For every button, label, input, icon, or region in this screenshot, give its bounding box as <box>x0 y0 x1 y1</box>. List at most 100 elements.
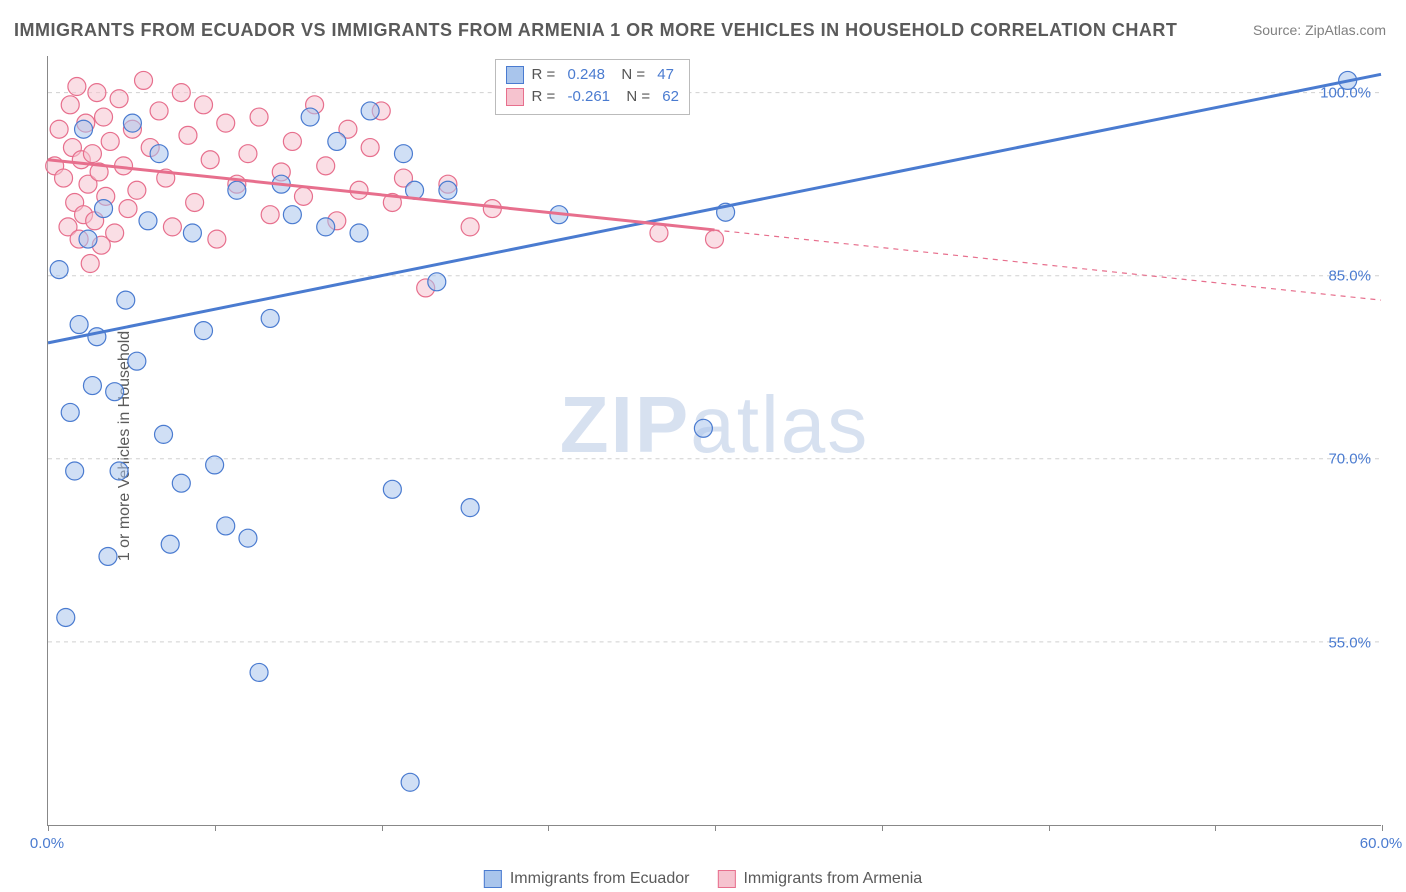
data-point <box>439 181 457 199</box>
data-point <box>195 322 213 340</box>
data-point <box>239 145 257 163</box>
data-point <box>183 224 201 242</box>
swatch-armenia <box>717 870 735 888</box>
data-point <box>79 230 97 248</box>
data-point <box>95 108 113 126</box>
x-tick <box>382 825 383 831</box>
data-point <box>186 193 204 211</box>
data-point <box>208 230 226 248</box>
stat-N-value: 47 <box>657 64 674 86</box>
data-point <box>301 108 319 126</box>
data-point <box>206 456 224 474</box>
data-point <box>55 169 73 187</box>
stat-R-value: -0.261 <box>567 86 610 108</box>
data-point <box>99 547 117 565</box>
data-point <box>394 145 412 163</box>
stats-legend: R = 0.248 N = 47R = -0.261 N = 62 <box>495 59 690 115</box>
x-tick <box>215 825 216 831</box>
data-point <box>172 84 190 102</box>
data-point <box>317 218 335 236</box>
data-point <box>361 139 379 157</box>
chart-title: IMMIGRANTS FROM ECUADOR VS IMMIGRANTS FR… <box>14 20 1177 41</box>
legend-label-armenia: Immigrants from Armenia <box>743 870 922 888</box>
data-point <box>250 108 268 126</box>
legend-item-ecuador: Immigrants from Ecuador <box>484 870 690 888</box>
data-point <box>163 218 181 236</box>
stat-R-value: 0.248 <box>567 64 605 86</box>
data-point <box>261 309 279 327</box>
data-point <box>461 499 479 517</box>
data-point <box>61 403 79 421</box>
x-tick <box>715 825 716 831</box>
data-point <box>83 377 101 395</box>
data-point <box>88 84 106 102</box>
data-point <box>117 291 135 309</box>
data-point <box>110 462 128 480</box>
data-point <box>110 90 128 108</box>
data-point <box>101 132 119 150</box>
y-tick-label: 70.0% <box>1328 451 1371 468</box>
data-point <box>650 224 668 242</box>
data-point <box>119 200 137 218</box>
data-point <box>201 151 219 169</box>
stat-N-value: 62 <box>662 86 679 108</box>
data-point <box>81 255 99 273</box>
data-point <box>694 419 712 437</box>
data-point <box>139 212 157 230</box>
x-tick <box>1382 825 1383 831</box>
data-point <box>350 181 368 199</box>
y-tick-label: 100.0% <box>1320 84 1371 101</box>
data-point <box>50 120 68 138</box>
stat-R-label: R = <box>532 64 560 86</box>
data-point <box>328 132 346 150</box>
data-point <box>179 126 197 144</box>
data-point <box>217 114 235 132</box>
stat-N-label: N = <box>618 86 654 108</box>
y-tick-label: 85.0% <box>1328 268 1371 285</box>
data-point <box>70 316 88 334</box>
data-point <box>155 425 173 443</box>
data-point <box>239 529 257 547</box>
stat-N-label: N = <box>613 64 649 86</box>
data-point <box>128 352 146 370</box>
data-point <box>172 474 190 492</box>
source-label: Source: ZipAtlas.com <box>1253 22 1386 38</box>
data-point <box>150 102 168 120</box>
data-point <box>261 206 279 224</box>
data-point <box>461 218 479 236</box>
x-tick-0: 0.0% <box>30 835 64 852</box>
x-tick <box>882 825 883 831</box>
y-tick-label: 55.0% <box>1328 634 1371 651</box>
x-tick <box>48 825 49 831</box>
data-point <box>128 181 146 199</box>
swatch-ecuador <box>484 870 502 888</box>
data-point <box>228 181 246 199</box>
data-point <box>135 71 153 89</box>
plot-area: ZIPatlas R = 0.248 N = 47R = -0.261 N = … <box>47 56 1381 826</box>
data-point <box>83 145 101 163</box>
data-point <box>401 773 419 791</box>
x-tick-60: 60.0% <box>1360 835 1403 852</box>
data-point <box>150 145 168 163</box>
data-point <box>217 517 235 535</box>
data-point <box>50 261 68 279</box>
stats-legend-row: R = 0.248 N = 47 <box>506 64 679 86</box>
trend-line <box>48 74 1381 343</box>
stats-legend-row: R = -0.261 N = 62 <box>506 86 679 108</box>
data-point <box>294 187 312 205</box>
data-point <box>428 273 446 291</box>
legend-item-armenia: Immigrants from Armenia <box>717 870 922 888</box>
data-point <box>57 609 75 627</box>
data-point <box>283 132 301 150</box>
data-point <box>68 78 86 96</box>
data-point <box>61 96 79 114</box>
data-point <box>283 206 301 224</box>
x-tick <box>1215 825 1216 831</box>
data-point <box>75 120 93 138</box>
trend-line-extrapolated <box>715 230 1382 300</box>
data-point <box>123 114 141 132</box>
data-point <box>161 535 179 553</box>
data-point <box>106 224 124 242</box>
data-point <box>350 224 368 242</box>
swatch-icon <box>506 88 524 106</box>
